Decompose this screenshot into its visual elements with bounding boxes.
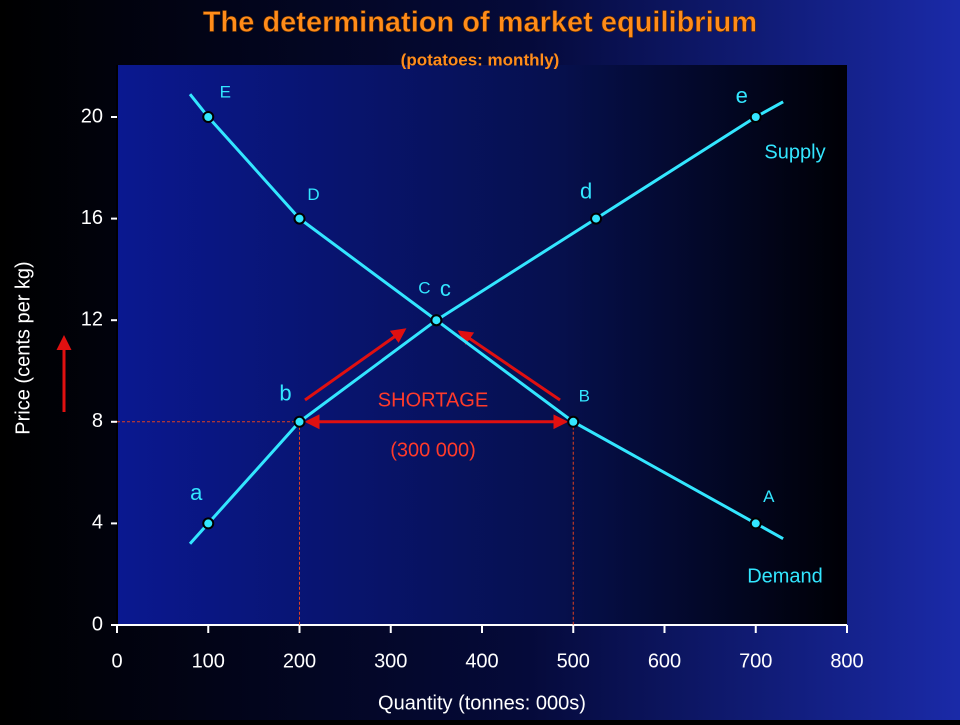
- point-label: e: [736, 83, 748, 108]
- x-tick-label: 500: [557, 650, 590, 672]
- y-axis-label: Price (cents per kg): [12, 261, 34, 434]
- point: [567, 415, 580, 428]
- point: [749, 111, 762, 123]
- y-tick-label: 4: [92, 512, 103, 534]
- point: [590, 212, 603, 225]
- point: [430, 314, 443, 327]
- point-label: b: [279, 381, 291, 406]
- x-tick-label: 300: [374, 650, 407, 672]
- x-tick-label: 700: [739, 650, 772, 672]
- point: [202, 517, 215, 530]
- series-name: Demand: [747, 565, 823, 587]
- chart-subtitle: (potatoes: monthly): [401, 50, 560, 69]
- y-tick-label: 16: [81, 207, 103, 229]
- chart-title: The determination of market equilibrium: [203, 7, 757, 39]
- point-label: c: [440, 276, 451, 301]
- plot-area: [117, 65, 847, 625]
- x-tick-label: 600: [648, 650, 681, 672]
- x-axis-label: Quantity (tonnes: 000s): [378, 692, 586, 714]
- point-label: d: [580, 178, 592, 203]
- x-tick-label: 800: [830, 650, 863, 672]
- y-tick-label: 12: [81, 308, 103, 330]
- point-label: a: [190, 480, 203, 505]
- point: [202, 111, 215, 123]
- point: [293, 415, 306, 428]
- y-tick-label: 20: [81, 105, 103, 127]
- series-name: Supply: [764, 141, 825, 163]
- point-label: A: [763, 487, 775, 506]
- point-label: B: [579, 386, 590, 405]
- point-label: E: [220, 82, 231, 101]
- point: [293, 212, 306, 225]
- shortage-amount: (300 000): [390, 439, 476, 461]
- supply-adjust-arrow: [304, 328, 407, 402]
- y-tick-label: 8: [92, 410, 103, 432]
- demand-adjust-arrow: [457, 330, 561, 402]
- shortage-label: SHORTAGE: [378, 389, 488, 411]
- point-label: D: [307, 185, 319, 204]
- x-tick-label: 0: [111, 650, 122, 672]
- x-tick-label: 400: [465, 650, 498, 672]
- x-tick-label: 200: [283, 650, 316, 672]
- point-label: C: [418, 279, 430, 298]
- y-tick-label: 0: [92, 613, 103, 635]
- x-tick-label: 100: [192, 650, 225, 672]
- point: [749, 517, 762, 530]
